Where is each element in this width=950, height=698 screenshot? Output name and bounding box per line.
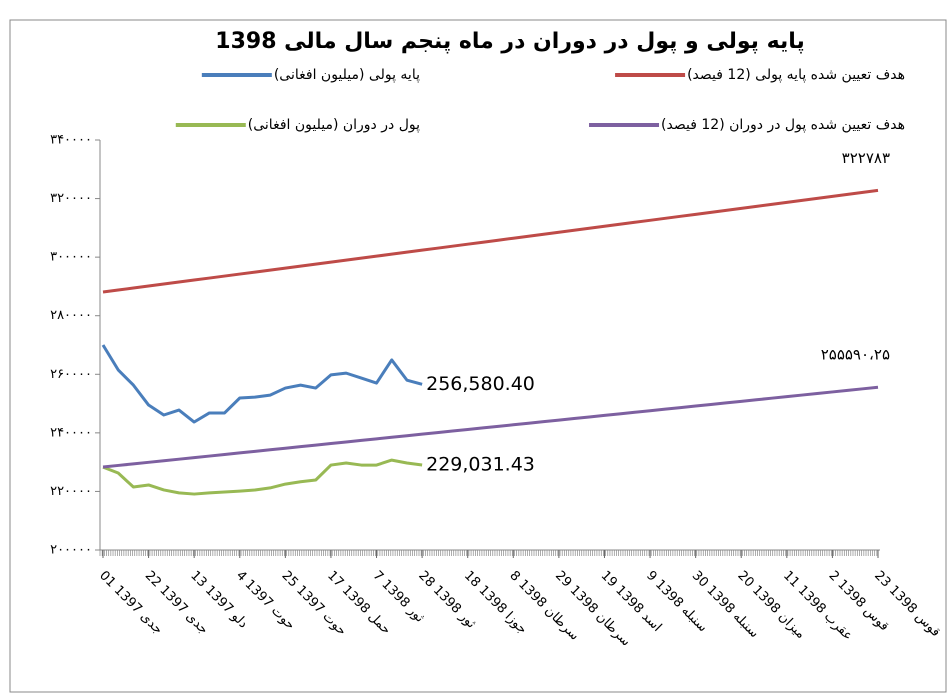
series-line	[102, 385, 879, 469]
end-label: ۲۵۵۵۹۰،۲۵	[821, 346, 890, 364]
legend-label: پول در دوران (میلیون افغانی)	[248, 117, 420, 133]
series-line	[102, 458, 423, 496]
series-line	[102, 188, 879, 294]
y-tick-label: ۲۸۰۰۰۰	[50, 308, 92, 323]
y-tick-label: ۲۴۰۰۰۰	[50, 425, 92, 440]
legend-label: هدف تعیین شده پایه پولی (12 فیصد)	[687, 67, 905, 83]
chart-frame	[9, 19, 947, 693]
y-tick-label: ۲۶۰۰۰۰	[50, 367, 92, 382]
end-label: ۳۲۲۷۸۳	[842, 149, 890, 167]
chart-title: پایه پولی و پول در دوران در ماه پنجم سال…	[215, 29, 804, 54]
legend-label: پایه پولی (میلیون افغانی)	[274, 67, 420, 83]
y-tick-label: ۲۰۰۰۰۰	[50, 543, 92, 558]
y-tick-label: ۳۰۰۰۰۰	[50, 250, 92, 265]
end-label: 256,580.40	[426, 373, 535, 395]
series-line	[101, 344, 423, 424]
y-tick-label: ۳۴۰۰۰۰	[50, 133, 92, 148]
y-tick-label: ۳۲۰۰۰۰	[50, 191, 92, 206]
end-label: 229,031.43	[426, 453, 535, 475]
y-tick-label: ۲۲۰۰۰۰	[50, 484, 92, 499]
legend-label: هدف تعیین شده پول در دوران (12 فیصد)	[661, 117, 905, 133]
